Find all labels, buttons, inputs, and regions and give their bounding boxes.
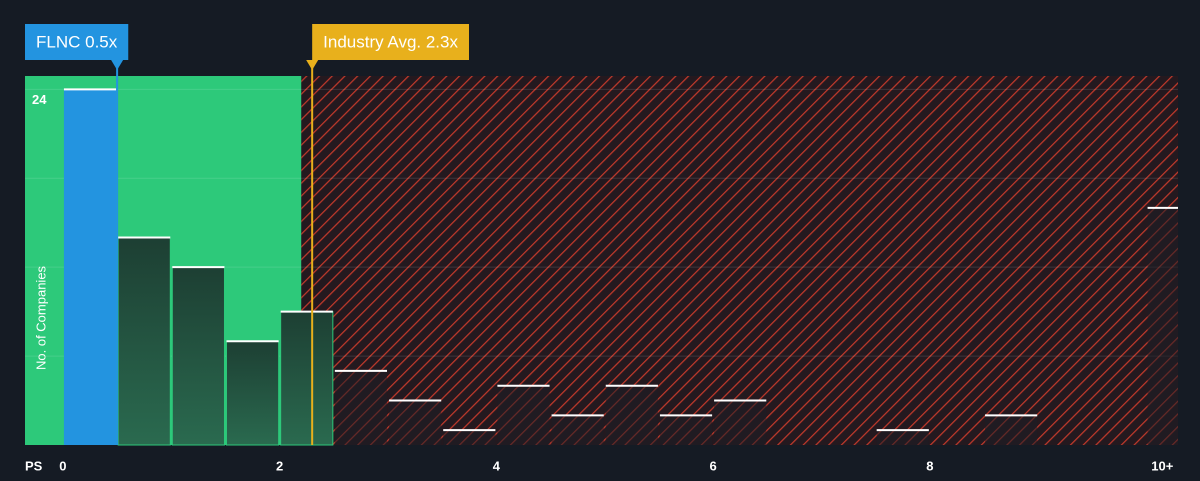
- bar: [280, 311, 334, 446]
- subject-pointer: [111, 60, 124, 70]
- bar: [117, 237, 171, 446]
- expensive-region: [301, 76, 1178, 445]
- x-tick-label: 10+: [1151, 458, 1173, 473]
- y-tick-label: 24: [32, 92, 47, 107]
- bar: [334, 370, 388, 445]
- bar: [551, 415, 604, 445]
- bar: [225, 340, 280, 446]
- industry-label: Industry Avg. 2.3x: [323, 32, 458, 51]
- subject-label: FLNC 0.5x: [36, 32, 118, 51]
- subject-box: [25, 24, 129, 60]
- bar: [714, 400, 767, 445]
- bar: [171, 266, 225, 446]
- overflow-bar: [1147, 207, 1178, 445]
- bar: [443, 430, 496, 445]
- y-axis-label: No. of Companies: [33, 265, 48, 370]
- x-tick-label: 8: [926, 458, 933, 473]
- bar: [876, 430, 929, 445]
- bar: [659, 415, 713, 445]
- bar: [497, 385, 550, 445]
- x-axis-label: PS: [25, 458, 43, 473]
- industry-box: [312, 24, 469, 60]
- x-tick-label: 2: [276, 458, 283, 473]
- bar: [985, 415, 1038, 445]
- x-tick-label: 0: [59, 458, 66, 473]
- x-tick-label: 6: [709, 458, 716, 473]
- industry-pointer: [306, 60, 319, 70]
- bar: [389, 400, 442, 445]
- x-tick-label: 4: [493, 458, 501, 473]
- bar: [605, 385, 658, 445]
- bar: [63, 89, 117, 446]
